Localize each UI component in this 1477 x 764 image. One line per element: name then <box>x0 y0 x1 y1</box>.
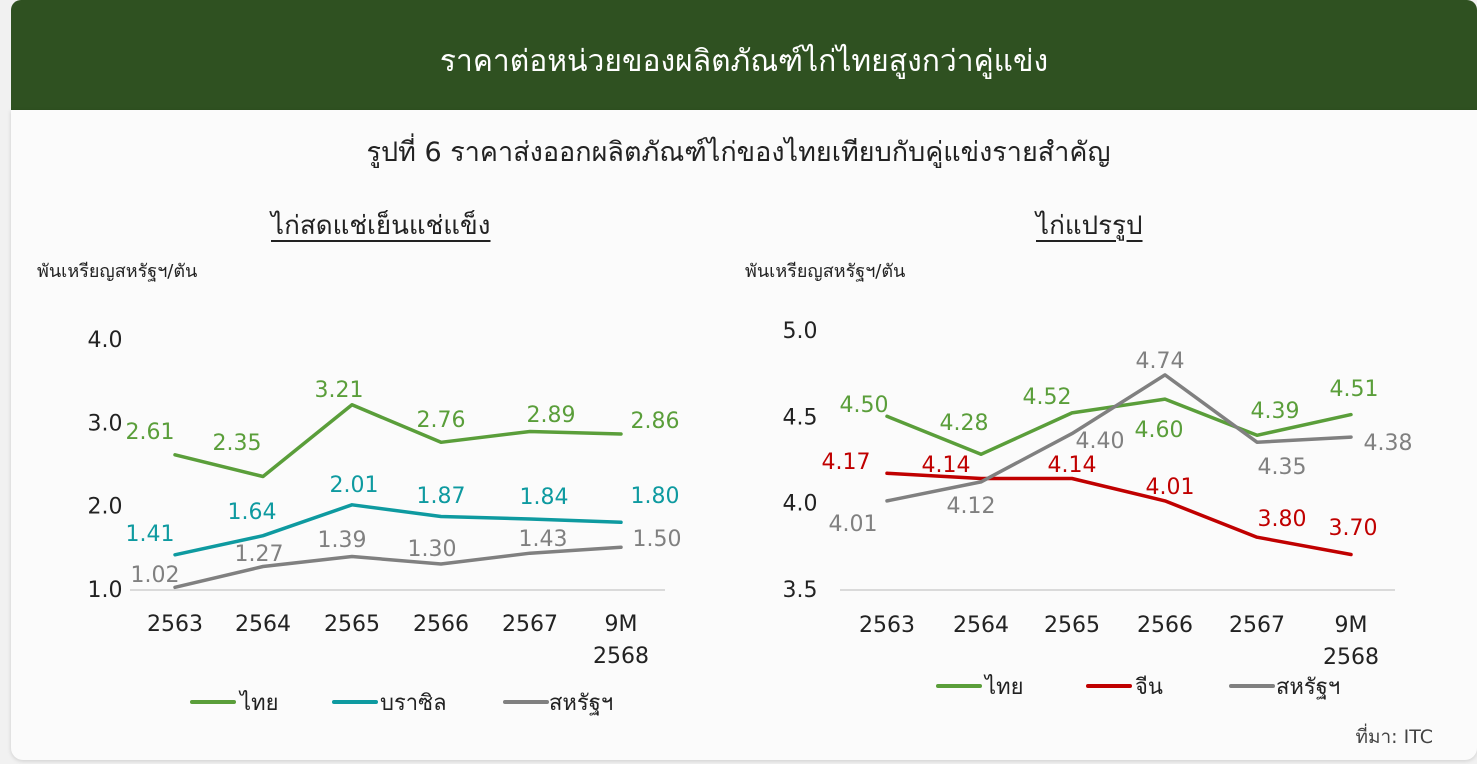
chart-2-x-tick: 2567 <box>1229 613 1285 638</box>
chart-2-data-label: 4.51 <box>1330 377 1379 402</box>
chart-2-x-tick: 2563 <box>859 613 915 638</box>
chart-1-data-label: 2.35 <box>213 431 262 456</box>
chart-2-data-label: 4.35 <box>1258 455 1307 480</box>
chart-2-data-label: 4.40 <box>1076 429 1125 454</box>
chart-2-x-tick: 2564 <box>953 613 1009 638</box>
header-banner: ราคาต่อหน่วยของผลิตภัณฑ์ไก่ไทยสูงกว่าคู่… <box>11 0 1477 110</box>
chart-1-data-label: 2.76 <box>417 408 466 433</box>
chart-1-y-tick: 4.0 <box>88 328 123 353</box>
chart-1-data-label: 2.86 <box>631 409 680 434</box>
page-title: ราคาต่อหน่วยของผลิตภัณฑ์ไก่ไทยสูงกว่าคู่… <box>439 44 1049 79</box>
chart-1-unit: พันเหรียญสหรัฐฯ/ตัน <box>37 261 198 282</box>
chart-1-legend-label: ไทย <box>238 690 278 716</box>
chart-2-series-line <box>885 471 1353 557</box>
chart-1-x-tick: 2567 <box>502 612 558 637</box>
chart-2-data-label: 4.39 <box>1251 399 1300 424</box>
chart-1-y-tick: 1.0 <box>88 578 123 603</box>
chart-1-data-label: 1.84 <box>520 485 569 510</box>
chart-1-data-label: 2.89 <box>527 403 576 428</box>
chart-2-data-label: 4.01 <box>1146 475 1195 500</box>
chart-2-unit: พันเหรียญสหรัฐฯ/ตัน <box>745 261 906 282</box>
figure-subtitle: รูปที่ 6 ราคาส่งออกผลิตภัณฑ์ไก่ของไทยเที… <box>366 137 1111 168</box>
chart-1-x-tick: 2563 <box>147 612 203 637</box>
chart-1-x-tick: 2565 <box>324 612 380 637</box>
source-note: ที่มา: ITC <box>1355 726 1433 748</box>
chart-2-legend-label: สหรัฐฯ <box>1276 675 1340 700</box>
chart-2-data-label: 4.12 <box>947 494 996 519</box>
chart-2-y-tick: 4.5 <box>783 405 818 430</box>
chart-2-x-tick: 2565 <box>1044 613 1100 638</box>
chart-1-series-line <box>173 403 623 479</box>
chart-2-y-tick: 3.5 <box>783 578 818 603</box>
chart-2-data-label: 4.74 <box>1136 349 1185 374</box>
chart-1-x-tick: 2566 <box>413 612 469 637</box>
chart-1-y-tick: 2.0 <box>88 495 123 520</box>
content-panel <box>11 110 1477 760</box>
chart-2-x-tick: 9M 2568 <box>1323 613 1379 670</box>
chart-1-y-tick: 3.0 <box>88 411 123 436</box>
chart-2-data-label: 3.70 <box>1329 516 1378 541</box>
chart-2-legend-label: ไทย <box>983 674 1023 700</box>
chart-2-legend-label: จีน <box>1135 675 1163 700</box>
chart-1-data-label: 1.64 <box>228 500 277 525</box>
chart-1-x-tick: 2564 <box>235 612 291 637</box>
chart-1-data-label: 1.41 <box>126 522 175 547</box>
chart-1-data-label: 2.61 <box>126 420 175 445</box>
chart-1-data-label: 1.87 <box>417 484 466 509</box>
chart-2-data-label: 4.52 <box>1023 385 1072 410</box>
chart-2-data-label: 4.14 <box>922 453 971 478</box>
chart-2-series-line <box>885 373 1353 503</box>
chart-2-data-label: 4.50 <box>840 393 889 418</box>
chart-1-data-label: 1.43 <box>519 527 568 552</box>
chart-1-series-line <box>173 545 623 590</box>
chart-2-data-label: 4.28 <box>940 411 989 436</box>
chart-2-y-tick: 5.0 <box>783 319 818 344</box>
chart-1-data-label: 1.80 <box>631 484 680 509</box>
chart-2-title: ไก่แปรรูป <box>1036 211 1143 241</box>
chart-1-data-label: 3.21 <box>315 378 364 403</box>
chart-2-data-label: 4.14 <box>1048 453 1097 478</box>
chart-1-x-tick: 9M 2568 <box>593 612 649 669</box>
chart-2-data-label: 4.38 <box>1364 431 1413 456</box>
chart-2-y-tick: 4.0 <box>783 492 818 517</box>
chart-2-data-label: 4.17 <box>822 450 871 475</box>
chart-2-data-label: 4.60 <box>1135 418 1184 443</box>
chart-1-data-label: 2.01 <box>330 473 379 498</box>
chart-1-data-label: 1.02 <box>131 563 180 588</box>
chart-1-legend-label: บราซิล <box>380 691 447 716</box>
chart-1-title: ไก่สดแช่เย็นแช่แข็ง <box>271 211 491 241</box>
chart-1-data-label: 1.50 <box>633 527 682 552</box>
chart-2-x-tick: 2566 <box>1137 613 1193 638</box>
chart-2-data-label: 4.01 <box>829 512 878 537</box>
chart-1-data-label: 1.39 <box>318 528 367 553</box>
chart-1-legend-label: สหรัฐฯ <box>549 691 613 716</box>
chart-1-data-label: 1.27 <box>235 542 284 567</box>
chart-2-data-label: 3.80 <box>1258 507 1307 532</box>
chart-1-series-line <box>173 503 623 557</box>
chart-1-data-label: 1.30 <box>408 537 457 562</box>
